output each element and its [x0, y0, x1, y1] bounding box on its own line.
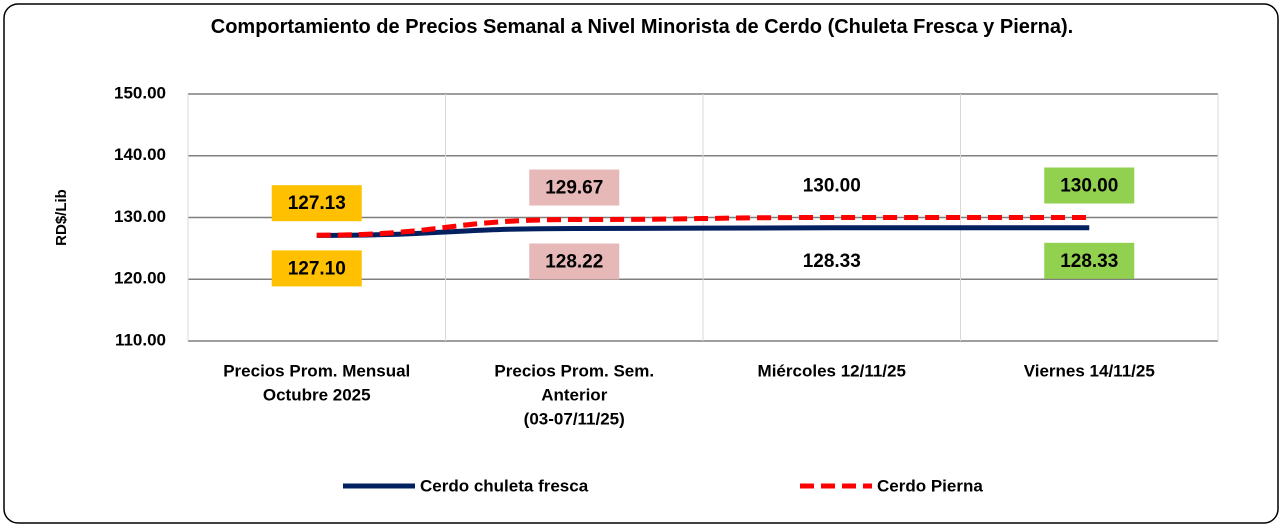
label-box [1044, 242, 1135, 279]
data-label: 128.33 [803, 251, 861, 272]
data-label: 130.00 [803, 176, 861, 197]
label-box [529, 243, 620, 280]
legend-label: Cerdo Pierna [877, 476, 983, 495]
x-tick-label: Miércoles 12/11/25 [758, 361, 906, 380]
chart-title: Comportamiento de Precios Semanal a Nive… [210, 16, 1074, 38]
x-tick-label: Precios Prom. Sem. [494, 361, 654, 380]
x-tick-label: Viernes 14/11/25 [1024, 361, 1155, 380]
data-label: 129.67 [545, 178, 603, 199]
series-line [316, 225, 1090, 238]
y-axis-label: RD$/Lib [53, 189, 70, 246]
data-label: 128.33 [1060, 251, 1118, 272]
label-box [271, 185, 362, 222]
y-tick-label: 110.00 [115, 330, 166, 349]
x-tick-label: Precios Prom. Mensual [223, 361, 410, 380]
y-tick-label: 130.00 [114, 207, 166, 226]
y-tick-label: 140.00 [114, 145, 166, 164]
data-label: 127.13 [288, 193, 346, 214]
label-box [1044, 167, 1135, 204]
data-label: 128.22 [545, 252, 603, 273]
series-line [316, 214, 1090, 238]
data-label: 130.00 [1060, 176, 1118, 197]
x-tick-label: (03-07/11/25) [524, 409, 625, 428]
y-tick-label: 120.00 [114, 269, 166, 288]
legend-label: Cerdo chuleta fresca [420, 476, 589, 495]
label-box [529, 169, 620, 206]
chart-border [3, 3, 1279, 524]
x-tick-label: Octubre 2025 [263, 385, 371, 404]
data-label: 127.10 [288, 258, 346, 279]
y-tick-label: 150.00 [114, 83, 166, 102]
x-tick-label: Anterior [541, 385, 608, 404]
label-box [271, 250, 362, 287]
